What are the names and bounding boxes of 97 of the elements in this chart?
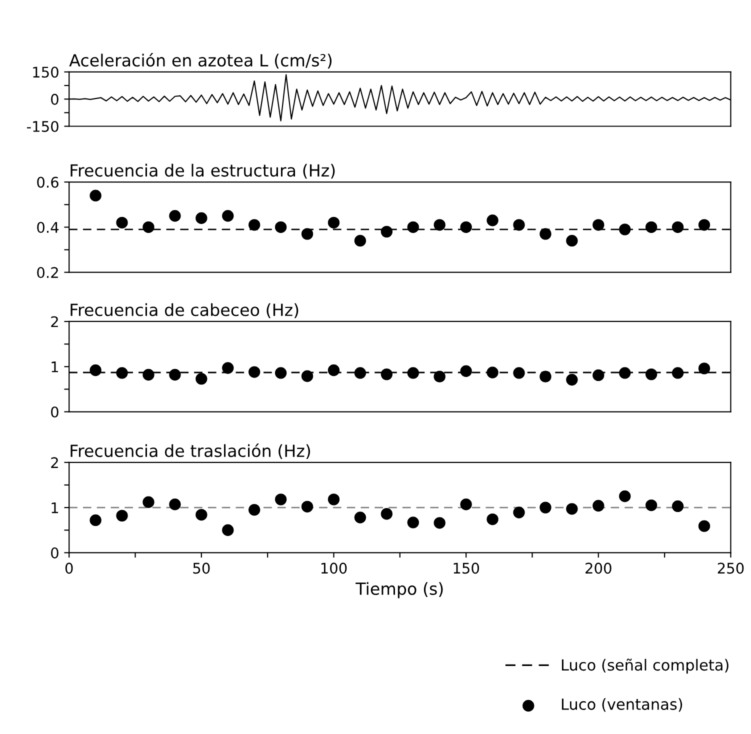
point <box>592 369 604 382</box>
point <box>354 234 366 247</box>
point <box>248 366 260 378</box>
point <box>540 228 552 240</box>
point <box>301 370 314 382</box>
y-tick-label: 0.4 <box>37 222 59 233</box>
y-tick-label: 150 <box>33 66 58 78</box>
point <box>434 219 446 231</box>
point <box>486 366 498 378</box>
point <box>354 367 366 379</box>
point <box>301 228 314 240</box>
x-tick-label: 50 <box>193 562 210 574</box>
point <box>90 514 102 526</box>
point <box>672 500 684 512</box>
point <box>592 500 604 512</box>
point <box>513 219 525 231</box>
point <box>486 214 498 226</box>
point <box>248 219 260 231</box>
y-tick-label: 0 <box>51 406 58 418</box>
point <box>672 367 684 379</box>
point <box>248 504 260 516</box>
point <box>380 508 393 520</box>
point <box>645 368 658 380</box>
point <box>407 367 419 379</box>
point <box>566 374 578 386</box>
y-tick-label: 2 <box>51 316 58 328</box>
x-tick-label: 0 <box>65 562 73 574</box>
point <box>196 212 208 224</box>
chart-title: Frecuencia de cabeceo (Hz) <box>70 303 298 318</box>
point <box>513 506 525 518</box>
point <box>566 234 578 247</box>
point <box>513 367 525 379</box>
point <box>672 221 684 234</box>
y-tick-label: 0.6 <box>37 176 58 188</box>
chart-title: Frecuencia de la estructura (Hz) <box>70 164 335 179</box>
point <box>274 494 287 506</box>
x-tick-label: 200 <box>586 562 612 574</box>
x-tick-label: 250 <box>718 562 744 574</box>
point <box>142 496 154 508</box>
point <box>328 216 340 229</box>
point <box>354 512 366 524</box>
point <box>698 219 710 231</box>
chart-title: Aceleración en azotea L (cm/s²) <box>69 53 332 69</box>
y-tick-label: 1 <box>52 502 58 514</box>
point <box>540 370 552 382</box>
chart-title: Frecuencia de traslación (Hz) <box>70 444 310 460</box>
point <box>169 498 181 510</box>
point <box>540 502 552 514</box>
point <box>460 221 472 234</box>
legend-label: Luco (ventanas) <box>562 698 682 712</box>
point <box>460 365 472 377</box>
point <box>169 210 181 222</box>
x-tick-label: 150 <box>454 562 480 574</box>
point <box>592 219 604 231</box>
point <box>380 368 393 380</box>
point <box>169 368 181 381</box>
point <box>619 490 631 502</box>
y-tick-label: -150 <box>26 120 58 132</box>
y-tick-label: 1 <box>52 362 58 372</box>
point <box>196 372 208 385</box>
legend-label: Luco (señal completa) <box>562 658 728 674</box>
point <box>90 364 102 376</box>
point <box>566 503 578 515</box>
y-tick-label: 0 <box>51 547 58 558</box>
point <box>486 513 498 526</box>
x-tick-label: 100 <box>321 562 347 574</box>
point <box>460 498 472 510</box>
point <box>434 517 446 529</box>
point <box>142 368 154 381</box>
x-axis-title: Tiempo (s) <box>356 582 443 598</box>
point <box>619 224 631 236</box>
point <box>328 494 340 506</box>
point <box>328 364 340 376</box>
point <box>407 221 419 234</box>
point <box>645 499 658 512</box>
point <box>116 216 128 229</box>
point <box>142 221 154 234</box>
point <box>698 520 710 532</box>
point <box>407 516 419 528</box>
point <box>301 500 314 513</box>
point <box>222 524 234 536</box>
point <box>434 370 446 382</box>
point <box>645 221 658 234</box>
point <box>222 210 234 222</box>
point <box>222 362 234 374</box>
point <box>116 510 128 522</box>
point <box>619 367 631 379</box>
point <box>698 362 710 374</box>
y-tick-label: 0.2 <box>37 267 58 278</box>
y-tick-label: 2 <box>51 457 58 468</box>
point <box>274 367 287 379</box>
y-tick-label: 0 <box>51 94 58 105</box>
point <box>90 190 102 202</box>
point <box>274 221 287 234</box>
point <box>196 508 208 521</box>
point <box>380 226 393 238</box>
point <box>116 367 128 379</box>
